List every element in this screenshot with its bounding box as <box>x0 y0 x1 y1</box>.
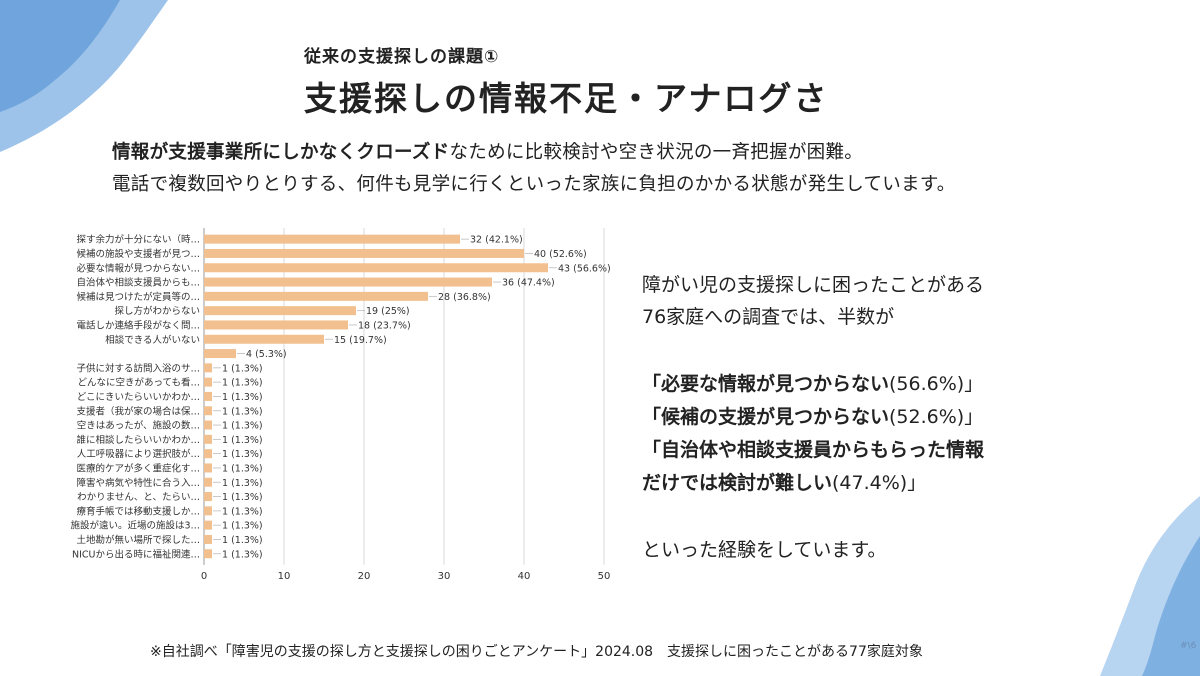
summary-item-3-line-2: だけでは検討が難しい(47.4%)」 <box>642 468 926 495</box>
data-label: 1 (1.3%) <box>222 406 263 417</box>
summary-intro-2: 76家庭への調査では、半数が <box>642 306 895 328</box>
bar <box>204 234 460 244</box>
bar <box>204 534 212 544</box>
x-tick-label: 50 <box>598 571 611 582</box>
corner-mark: #\6 <box>1180 641 1197 651</box>
data-label: 1 (1.3%) <box>222 492 263 503</box>
lead-line-2: 電話で複数回やりとりする、何件も見学に行くといった家族に負担のかかる状態が発生し… <box>112 174 956 195</box>
top-left-decoration <box>0 0 168 152</box>
bar <box>204 291 428 301</box>
data-label: 1 (1.3%) <box>222 392 263 403</box>
category-label: 探し方がわからない <box>114 305 200 317</box>
data-label: 1 (1.3%) <box>222 449 263 460</box>
bar <box>204 334 324 344</box>
data-label: 15 (19.7%) <box>334 335 387 346</box>
x-tick-label: 20 <box>358 571 371 582</box>
bar <box>204 391 212 401</box>
summary-intro-1: 障がい児の支援探しに困ったことがある <box>642 274 985 296</box>
data-label: 1 (1.3%) <box>222 421 263 432</box>
category-label: わかりません、と、たらい… <box>77 492 200 503</box>
x-tick-label: 30 <box>438 571 451 582</box>
data-label: 18 (23.7%) <box>358 320 411 331</box>
category-label: 空きはあったが、施設の数… <box>77 420 200 432</box>
source-footnote: ※自社調べ「障害児の支援の探し方と支援探しの困りごとアンケート」2024.08 … <box>150 644 923 660</box>
bar <box>204 549 212 559</box>
bar <box>204 263 548 273</box>
bar <box>204 477 212 487</box>
category-label: 土地勘が無い場所で探した… <box>76 534 200 546</box>
lead-bold: 情報が支援事業所にしかなくクローズド <box>112 142 450 163</box>
data-label: 1 (1.3%) <box>222 506 263 517</box>
data-label: 1 (1.3%) <box>222 478 263 489</box>
data-label: 19 (25%) <box>366 306 410 317</box>
summary-item-3-line-1: 「自治体や相談支援員からもらった情報 <box>642 439 985 461</box>
category-label: 人工呼吸器により選択肢が… <box>77 448 200 460</box>
bar <box>204 349 236 359</box>
lead-rest: なために比較検討や空き状況の一斉把握が困難。 <box>449 142 864 163</box>
data-label: 32 (42.1%) <box>470 235 523 246</box>
category-label: 施設が遠い。近場の施設は3… <box>70 520 200 532</box>
summary-item-3-bold: だけでは検討が難しい <box>642 472 833 494</box>
bar <box>204 506 212 516</box>
summary-item-2-rest: (52.6%)」 <box>889 406 984 428</box>
category-label: NICUから出る時に福祉関連… <box>72 548 200 560</box>
data-label: 36 (47.4%) <box>502 278 555 289</box>
data-label: 1 (1.3%) <box>222 463 263 474</box>
summary-item-1-rest: (56.6%)」 <box>889 373 984 395</box>
category-label: 探す余力が十分にない（時… <box>76 234 200 246</box>
bar <box>204 420 212 430</box>
category-label: どんなに空きがあっても看… <box>77 377 200 389</box>
x-tick-label: 40 <box>518 571 531 582</box>
data-label: 1 (1.3%) <box>222 378 263 389</box>
category-label: 電話しか連絡手段がなく問… <box>76 319 200 331</box>
data-label: 1 (1.3%) <box>222 521 263 532</box>
bar <box>204 277 492 287</box>
category-label: 医療的ケアが多く重症化す… <box>76 462 200 474</box>
bar <box>204 406 212 416</box>
data-label: 1 (1.3%) <box>222 435 263 446</box>
data-label: 28 (36.8%) <box>438 292 491 303</box>
category-label: 支援者（我が家の場合は保… <box>76 405 200 417</box>
category-label: 子供に対する訪問入浴のサ… <box>76 362 200 374</box>
bar <box>204 248 524 258</box>
bottom-right-decoration <box>1100 496 1200 676</box>
category-label: 候補は見つけたが定員等の… <box>76 291 200 303</box>
summary-item-1-bold: 「必要な情報が見つからない <box>642 373 890 395</box>
bar <box>204 492 212 502</box>
category-label: 相談できる人がいない <box>105 334 200 346</box>
bar <box>204 363 212 373</box>
data-label: 43 (56.6%) <box>558 263 611 274</box>
summary-item-2-bold: 「候補の支援が見つからない <box>642 406 890 428</box>
category-label: どこにきいたらいいかわか… <box>77 392 200 403</box>
bar <box>204 306 356 316</box>
slide-subtitle: 従来の支援探しの課題① <box>304 47 500 67</box>
bar <box>204 377 212 387</box>
summary-item-2: 「候補の支援が見つからない(52.6%)」 <box>642 402 983 429</box>
bar <box>204 449 212 459</box>
bar <box>204 463 212 473</box>
summary-item-1: 「必要な情報が見つからない(56.6%)」 <box>642 369 983 396</box>
survey-bar-chart: 0 10 20 30 40 50 探す余力が十分にない（時… 32 (42.1%) 候補の施設や… <box>70 228 611 582</box>
data-label: 40 (52.6%) <box>534 249 587 260</box>
category-label: 候補の施設や支援者が見つ… <box>76 248 200 260</box>
lead-line-1: 情報が支援事業所にしかなくクローズドなために比較検討や空き状況の一斉把握が困難。 <box>112 138 863 164</box>
bar <box>204 520 212 530</box>
category-label: 必要な情報が見つからない… <box>76 262 200 274</box>
summary-outro: といった経験をしています。 <box>642 539 887 561</box>
data-label: 4 (5.3%) <box>246 349 287 360</box>
data-label: 1 (1.3%) <box>222 549 263 560</box>
bar <box>204 434 212 444</box>
data-label: 1 (1.3%) <box>222 535 263 546</box>
x-tick-label: 10 <box>278 571 291 582</box>
category-label: 療育手帳では移動支援しか… <box>76 505 200 517</box>
summary-item-3-rest: (47.4%)」 <box>832 472 927 494</box>
x-tick-label: 0 <box>201 571 207 582</box>
data-label: 1 (1.3%) <box>222 363 263 374</box>
bar <box>204 320 348 330</box>
slide-title: 支援探しの情報不足・アナログさ <box>304 79 829 118</box>
category-label: 自治体や相談支援員からも… <box>76 277 200 289</box>
category-label: 誰に相談したらいいかわか… <box>76 434 200 446</box>
category-label: 障害や病気や特性に合う入… <box>76 477 200 489</box>
